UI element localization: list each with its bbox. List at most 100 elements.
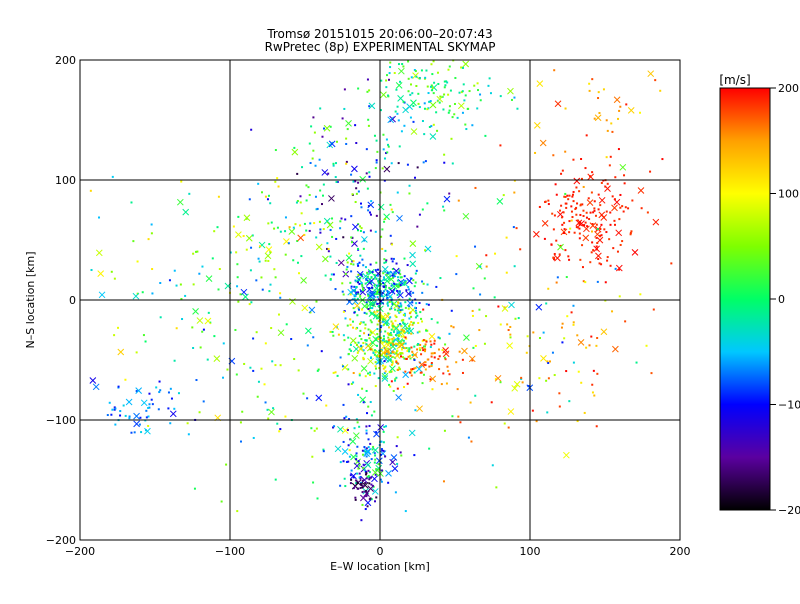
scatter-point: [111, 408, 114, 411]
scatter-point: [560, 216, 563, 219]
scatter-point: [376, 355, 379, 358]
scatter-point-cross: [393, 302, 400, 309]
scatter-point: [588, 82, 591, 85]
scatter-point: [519, 248, 522, 251]
scatter-point: [339, 220, 342, 223]
scatter-point: [361, 308, 364, 311]
scatter-point: [222, 342, 225, 345]
scatter-point: [399, 273, 402, 276]
scatter-point: [284, 415, 287, 418]
scatter-point: [376, 302, 379, 305]
scatter-point: [555, 239, 558, 242]
scatter-point: [159, 282, 162, 285]
scatter-point: [593, 117, 596, 120]
scatter-point: [547, 287, 550, 290]
scatter-point-cross: [583, 225, 590, 233]
scatter-point: [368, 175, 371, 178]
colorbar: [719, 87, 771, 511]
scatter-point-cross: [372, 335, 380, 343]
scatter-point: [396, 343, 399, 346]
scatter-point: [358, 372, 361, 375]
scatter-point: [362, 264, 365, 267]
scatter-point: [375, 159, 378, 162]
scatter-point: [564, 202, 567, 205]
scatter-point: [593, 394, 596, 397]
scatter-point: [547, 377, 550, 380]
scatter-point: [263, 383, 266, 386]
scatter-point: [433, 339, 436, 342]
scatter-point: [349, 343, 352, 346]
scatter-point: [384, 455, 387, 458]
scatter-point: [389, 203, 392, 206]
scatter-point: [479, 93, 482, 96]
scatter-point: [355, 343, 358, 346]
scatter-point: [429, 100, 432, 103]
scatter-point: [428, 100, 431, 103]
scatter-point: [406, 382, 409, 385]
scatter-point: [329, 277, 332, 280]
scatter-point: [359, 329, 362, 332]
scatter-point: [388, 371, 391, 374]
scatter-point: [479, 293, 482, 296]
scatter-point: [106, 414, 109, 417]
scatter-point: [596, 372, 599, 375]
scatter-point: [336, 374, 339, 377]
scatter-point: [471, 359, 474, 362]
scatter-point: [322, 183, 325, 186]
plot-frame: [79, 59, 681, 541]
scatter-point: [380, 480, 383, 483]
scatter-point: [379, 478, 382, 481]
scatter-point-cross: [373, 430, 380, 438]
scatter-point: [375, 293, 378, 296]
scatter-point: [187, 433, 190, 436]
scatter-point: [382, 282, 385, 285]
scatter-point: [430, 355, 433, 358]
scatter-point: [138, 423, 141, 426]
scatter-point: [273, 227, 276, 230]
scatter-point-cross: [406, 299, 414, 307]
scatter-point: [318, 158, 321, 161]
scatter-point: [369, 330, 372, 333]
scatter-point: [468, 90, 471, 93]
scatter-point: [397, 63, 400, 66]
scatter-point: [427, 303, 430, 306]
scatter-point: [441, 348, 444, 351]
scatter-point: [368, 482, 371, 485]
scatter-point: [389, 308, 392, 311]
scatter-point: [202, 328, 205, 331]
scatter-point: [132, 240, 135, 243]
scatter-point: [513, 265, 516, 268]
scatter-point: [311, 455, 314, 458]
scatter-point: [416, 166, 419, 169]
scatter-point: [552, 228, 555, 231]
scatter-point: [578, 232, 581, 235]
scatter-point: [369, 374, 372, 377]
scatter-point: [410, 315, 413, 318]
scatter-point-cross: [341, 427, 349, 434]
scatter-point: [332, 426, 335, 429]
scatter-point: [279, 230, 282, 233]
scatter-point-cross: [647, 70, 655, 78]
scatter-point-cross: [133, 420, 140, 428]
scatter-point: [565, 276, 568, 279]
scatter-point: [520, 376, 523, 379]
scatter-point-cross: [381, 372, 389, 380]
scatter-point: [195, 379, 198, 382]
scatter-point-cross: [367, 357, 374, 365]
scatter-point: [355, 187, 358, 190]
scatter-point-cross: [389, 115, 396, 123]
scatter-point: [237, 300, 240, 303]
scatter-point: [497, 305, 500, 308]
scatter-point: [424, 249, 427, 252]
scatter-point-cross: [351, 165, 358, 173]
scatter-point: [606, 256, 609, 259]
scatter-point: [111, 175, 114, 178]
scatter-point: [423, 363, 426, 366]
scatter-point-cross: [341, 448, 349, 455]
scatter-point: [407, 307, 410, 310]
scatter-point-cross: [388, 287, 396, 295]
scatter-point: [478, 308, 481, 311]
scatter-point: [316, 497, 319, 500]
scatter-point: [436, 321, 439, 324]
scatter-point: [461, 66, 464, 69]
